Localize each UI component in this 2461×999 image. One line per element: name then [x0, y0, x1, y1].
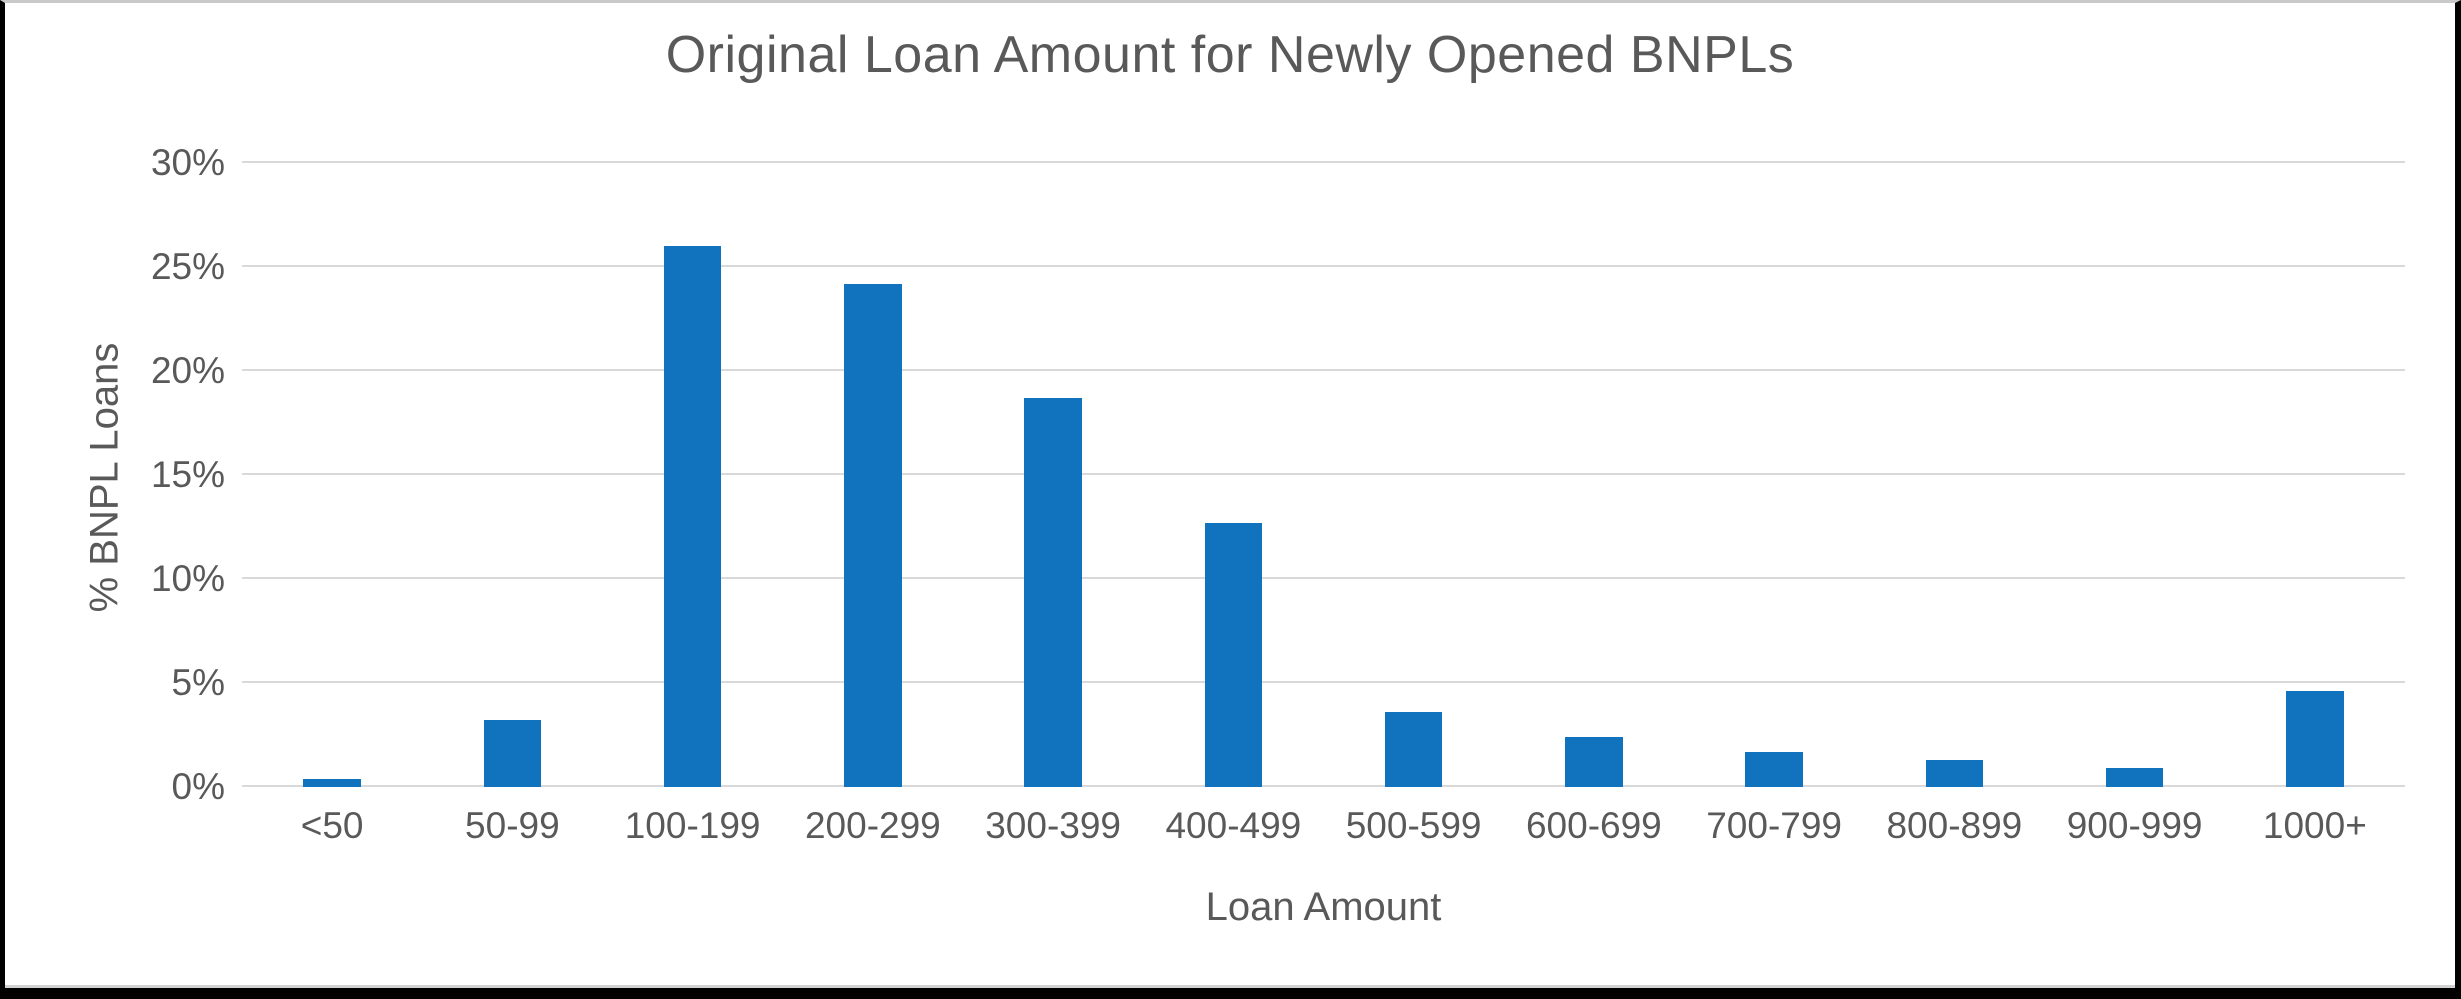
- y-tick-label: 5%: [171, 662, 225, 703]
- bar-900-999: [2105, 768, 2164, 787]
- bar-slot-400-499: [1143, 163, 1323, 787]
- bar-slot-900-999: [2045, 163, 2225, 787]
- chart-title: Original Loan Amount for Newly Opened BN…: [665, 26, 1795, 84]
- x-tick-label: 1000+: [2262, 805, 2367, 846]
- x-tick-label: 200-299: [804, 805, 941, 846]
- bar-slot-1000+: [2225, 163, 2405, 787]
- y-tick-label: 30%: [150, 142, 225, 183]
- x-tick-label: 700-799: [1706, 805, 1843, 846]
- x-axis-tick-labels: <50 50-99 100-199 200-299 300-399 400-499 500-…: [242, 805, 2405, 847]
- bar-700-799: [1745, 751, 1803, 787]
- bar-200-299: [844, 283, 902, 787]
- gridline-25%: [242, 265, 2405, 267]
- bar-slot-300-399: [963, 163, 1143, 787]
- bar-slot-200-299: [783, 163, 963, 787]
- bar-800-899: [1925, 759, 1984, 787]
- x-tick-label: 800-899: [1886, 805, 2023, 846]
- bar-300-399: [1024, 398, 1082, 787]
- bar-slot-500-599: [1324, 163, 1504, 787]
- bar-500-599: [1384, 712, 1443, 787]
- gridline-10%: [242, 577, 2405, 579]
- x-tick-label: 100-199: [624, 805, 761, 846]
- gridline-15%: [242, 473, 2405, 475]
- gridline-0%: [242, 785, 2405, 787]
- bar-chart: Original Loan Amount for Newly Opened BN…: [5, 3, 2455, 988]
- plot-area: [242, 161, 2405, 787]
- bar-600-699: [1565, 737, 1623, 787]
- gridline-20%: [242, 369, 2405, 371]
- bar-400-499: [1204, 522, 1263, 787]
- bar-<50: [303, 778, 361, 787]
- bottom-divider-line: [5, 985, 2455, 988]
- bar-100-199: [663, 246, 722, 787]
- bar-slot-600-699: [1504, 163, 1684, 787]
- bar-slot-700-799: [1684, 163, 1864, 787]
- bar-slot-<50: [242, 163, 422, 787]
- bar-slot-800-899: [1864, 163, 2044, 787]
- bar-1000+: [2286, 691, 2344, 787]
- y-axis-tick-labels: 0% 5% 10% 15% 20% 25% 30%: [5, 3, 2455, 988]
- x-tick-label: <50: [300, 805, 364, 846]
- y-tick-label: 15%: [150, 454, 225, 495]
- x-tick-label: 50-99: [465, 805, 560, 846]
- x-axis-title: Loan Amount: [1205, 885, 1442, 929]
- x-tick-label: 500-599: [1345, 805, 1482, 846]
- bar-50-99: [483, 720, 542, 787]
- gridline-30%: [242, 161, 2405, 163]
- x-tick-label: 300-399: [985, 805, 1122, 846]
- x-tick-label: 600-699: [1525, 805, 1662, 846]
- y-tick-label: 10%: [150, 558, 225, 599]
- x-tick-label: 900-999: [2066, 805, 2203, 846]
- bar-slot-100-199: [603, 163, 783, 787]
- gridline-5%: [242, 681, 2405, 683]
- bars-row: [242, 163, 2405, 787]
- x-tick-label: 400-499: [1165, 805, 1302, 846]
- y-tick-label: 20%: [150, 350, 225, 391]
- y-tick-label: 25%: [150, 246, 225, 287]
- y-tick-label: 0%: [171, 766, 225, 807]
- bar-slot-50-99: [422, 163, 602, 787]
